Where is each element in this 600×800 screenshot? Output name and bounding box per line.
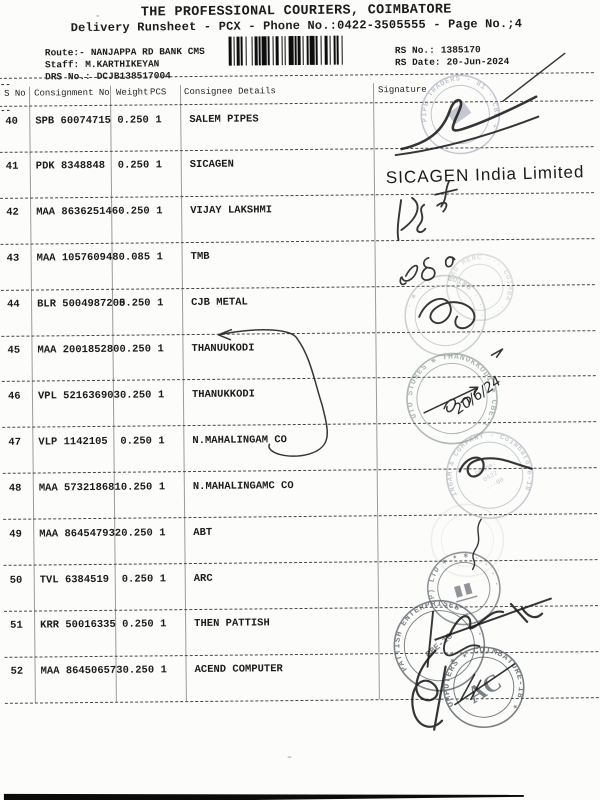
signature-scribble — [411, 649, 447, 731]
signature-scribble — [471, 518, 482, 571]
signature-scribble — [502, 52, 566, 102]
signature-scribble — [217, 328, 329, 457]
signature-scribble — [396, 196, 427, 241]
signature-scribble — [434, 180, 458, 213]
signature-scribble — [394, 115, 540, 157]
stamp-salem: SALEM PIPE TRADERS · 81 · CBE + — [0, 0, 506, 303]
stamp-cjb: · · ✱ · · · COIMB · · · — [0, 0, 486, 357]
svg-text:AC: AC — [463, 669, 506, 709]
signature-scribble — [399, 256, 456, 286]
signature-scribble — [490, 348, 504, 358]
svg-text:THE PATTISH ENTERPRISES · · ·: THE PATTISH ENTERPRISES · · · — [0, 120, 489, 800]
signature-scribble — [400, 95, 538, 151]
signature-scribble — [454, 663, 516, 706]
signature-scribble — [434, 597, 552, 641]
scan-edge-artifact — [3, 793, 524, 800]
svg-text:SALEM PIPE TRADERS · 81 · CBE: SALEM PIPE TRADERS · 81 · CBE + — [0, 0, 506, 303]
stamp-pattish: THE PATTISH ENTERPRISES · · ·CBE-18★ — [0, 120, 489, 800]
scan-speck — [287, 756, 292, 759]
signature-scribble — [423, 386, 479, 414]
stamp-tamilnad: TAMILNAD MERC ··· COIMBA ··· — [5, 0, 585, 321]
signature-scribble — [458, 456, 533, 478]
svg-text:· · ✱ · · · COIMB · · ·: · · ✱ · · · COIMB · · · — [0, 0, 485, 323]
svg-text:· · · · · ·: · · · · · · — [439, 504, 495, 523]
svg-text:★: ★ — [447, 655, 458, 666]
signature-scribble — [418, 297, 476, 330]
scan-speck — [386, 7, 389, 10]
signature-scribble — [448, 602, 544, 637]
scan-speck — [96, 14, 100, 17]
stamp-pltd: (P) LTD ✱ ★ ✱ · · · · — [0, 6, 501, 721]
